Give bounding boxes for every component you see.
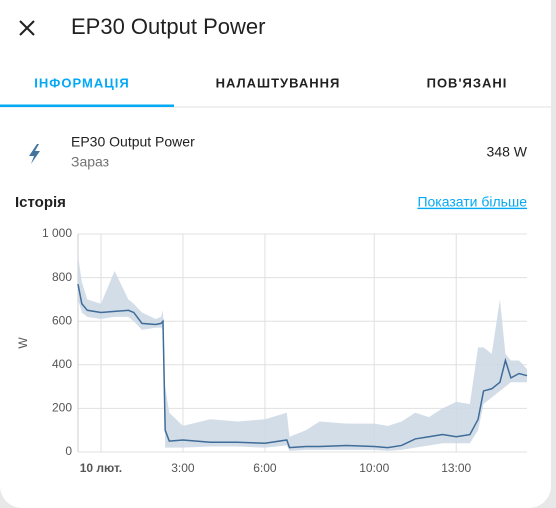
entity-icon <box>29 144 40 164</box>
entity-secondary: Зараз <box>71 154 109 170</box>
y-tick-label: 200 <box>52 401 72 415</box>
y-tick-label: 600 <box>52 313 72 327</box>
history-title: Історія <box>15 194 66 211</box>
x-tick-label: 10:00 <box>359 461 389 475</box>
y-axis-label: W <box>16 337 30 349</box>
y-tick-label: 800 <box>52 270 72 284</box>
y-tick-label: 0 <box>65 444 72 458</box>
x-tick-label: 13:00 <box>441 461 471 475</box>
x-tick-label: 6:00 <box>253 461 277 475</box>
dialog-title: EP30 Output Power <box>71 14 265 39</box>
x-tick-label: 3:00 <box>171 461 195 475</box>
tab[interactable]: НАЛАШТУВАННЯ <box>216 75 341 90</box>
chart: 0 200 400 600 800 1 000 10 лют. 3:00 6:00 10:00 13… <box>42 226 528 475</box>
tab[interactable]: ПОВ'ЯЗАНІ <box>427 75 508 90</box>
y-tick-label: 400 <box>52 357 72 371</box>
close-button[interactable] <box>19 20 35 36</box>
tab-indicator <box>0 104 174 107</box>
entity-name: EP30 Output Power <box>71 134 195 150</box>
show-more-link[interactable]: Показати більше <box>417 194 527 210</box>
y-tick-label: 1 000 <box>42 226 72 240</box>
mean-line <box>77 283 528 449</box>
x-tick-label: 10 лют. <box>80 461 122 475</box>
entity-state: 348 W <box>487 144 528 160</box>
tab[interactable]: ІНФОРМАЦІЯ <box>34 75 129 90</box>
